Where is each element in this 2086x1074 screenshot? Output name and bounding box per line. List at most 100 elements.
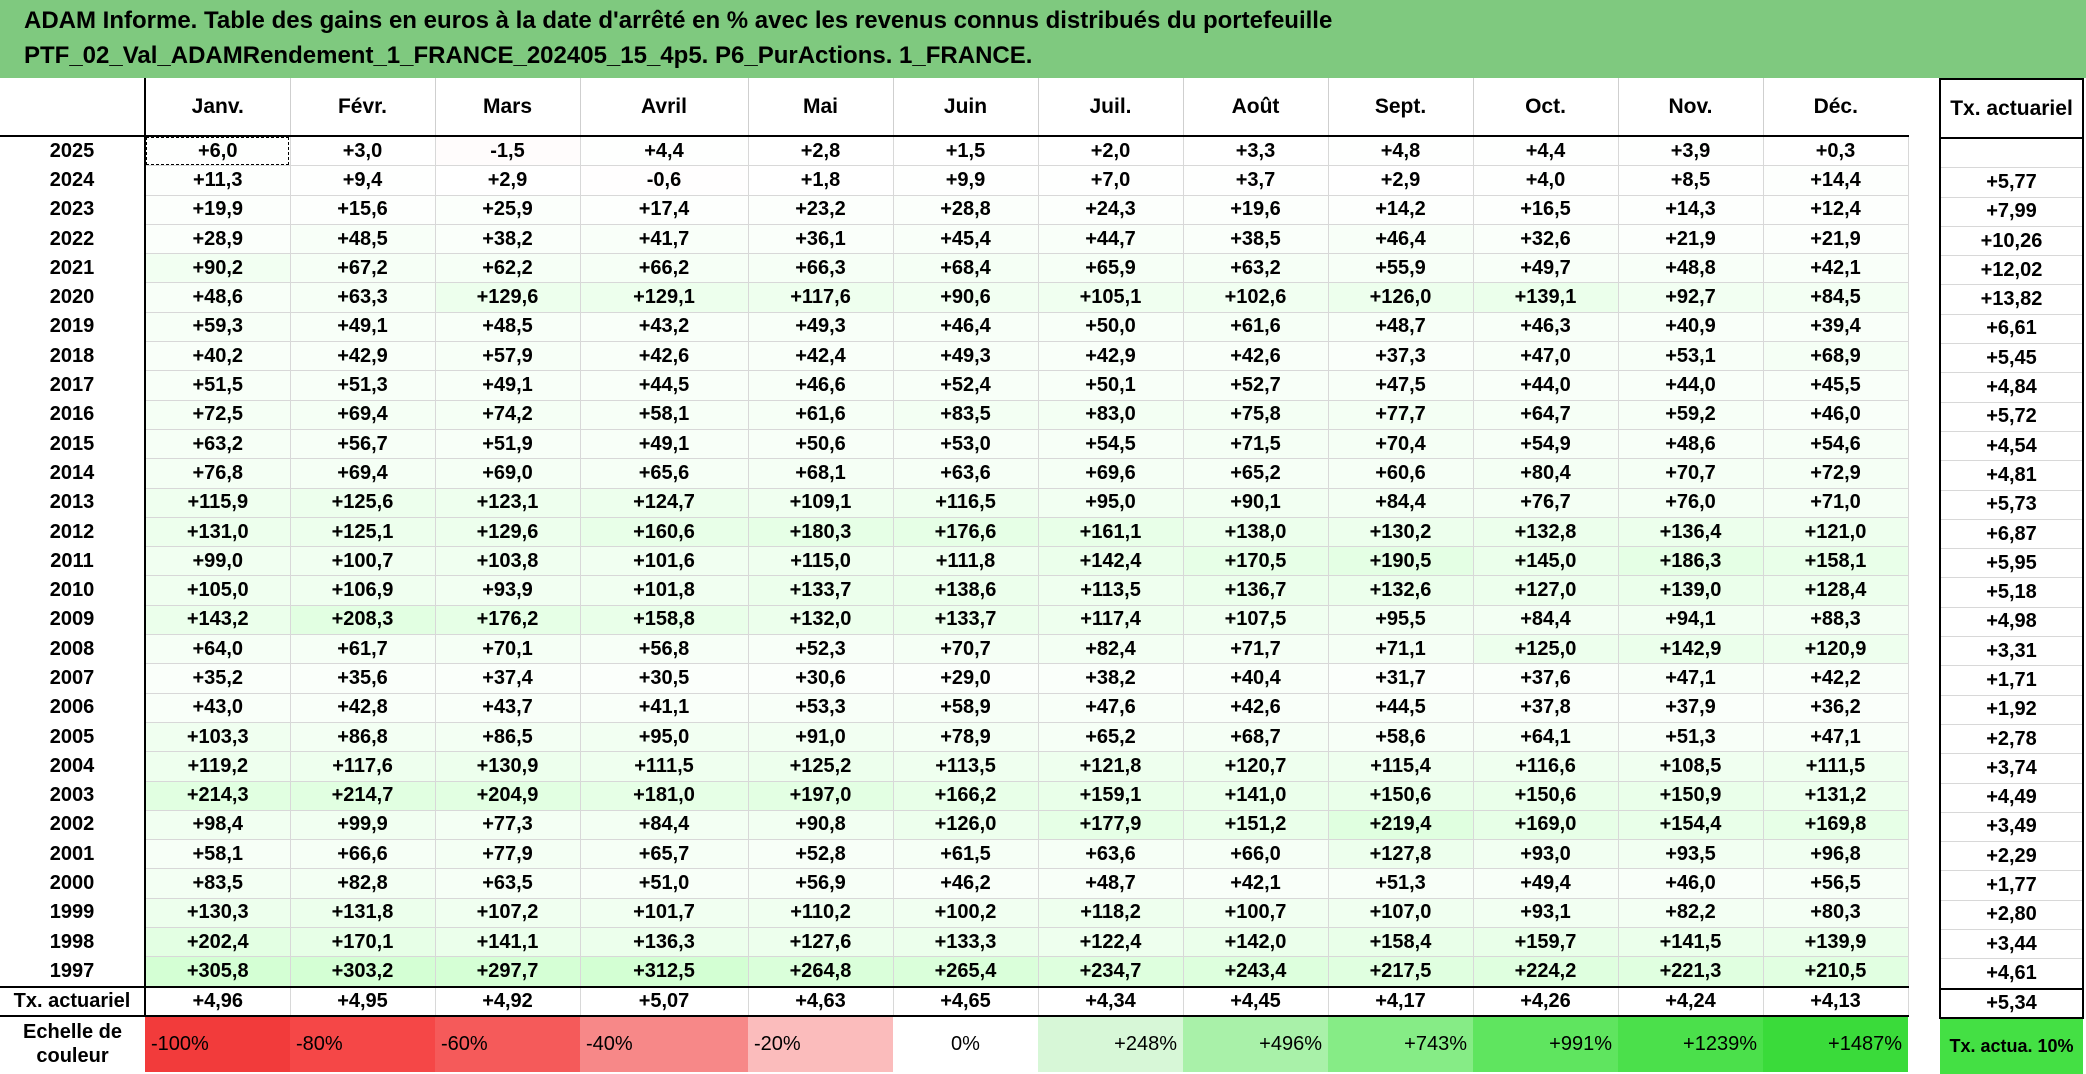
gain-cell: +58,1 — [580, 400, 749, 430]
gain-cell: +83,0 — [1038, 400, 1184, 430]
gain-cell: +142,9 — [1618, 634, 1764, 665]
gain-cell: +14,4 — [1763, 165, 1909, 196]
month-header-12: Déc. — [1762, 78, 1908, 137]
gain-cell: +105,0 — [145, 575, 291, 606]
actuarial-rate-row: +4,98 — [1939, 607, 2084, 638]
gain-cell: +159,7 — [1473, 927, 1619, 958]
color-scale-swatch: +496% — [1183, 1015, 1328, 1072]
gain-cell: +53,1 — [1618, 341, 1764, 372]
gain-cell: +2,9 — [1328, 165, 1474, 196]
gain-cell: +113,5 — [1038, 575, 1184, 606]
actuarial-rate-cell: +1,71 — [1939, 665, 2084, 696]
actuarial-rate-cell: +4,84 — [1939, 372, 2084, 403]
actuarial-rate-label: Tx. actuariel — [0, 985, 146, 1017]
gain-cell: +77,3 — [435, 810, 581, 841]
gain-cell: +57,9 — [435, 341, 581, 372]
color-scale-swatch: -100% — [145, 1015, 290, 1072]
gain-cell: +132,0 — [748, 605, 894, 636]
gain-cell: +102,6 — [1183, 282, 1329, 313]
actuarial-rate-cell: +5,95 — [1939, 548, 2084, 579]
gain-cell: +208,3 — [290, 605, 436, 636]
gain-cell: +64,1 — [1473, 722, 1619, 753]
actuarial-rate-cell: +12,02 — [1939, 255, 2084, 286]
gain-cell: +46,4 — [893, 312, 1039, 343]
gain-cell: +176,6 — [893, 517, 1039, 548]
actuarial-rate-row: +12,02 — [1939, 255, 2084, 286]
gain-cell: +42,1 — [1183, 868, 1329, 899]
overall-actuarial-rate-row: +5,34 — [1939, 987, 2084, 1019]
monthly-actuarial-rate: +4,45 — [1183, 985, 1329, 1017]
gain-cell: +40,2 — [145, 341, 291, 372]
gain-cell: +44,5 — [1328, 693, 1474, 723]
gain-cell: +312,5 — [580, 956, 749, 988]
year-label: 2022 — [0, 224, 146, 254]
actuarial-rate-row: +3,44 — [1939, 929, 2084, 960]
gain-cell: +117,6 — [748, 282, 894, 313]
gain-cell: +111,5 — [580, 751, 749, 782]
gain-cell: +128,4 — [1763, 575, 1909, 606]
gain-cell: +42,6 — [1183, 341, 1329, 372]
gain-cell: +83,5 — [893, 400, 1039, 430]
gain-cell: +141,5 — [1618, 927, 1764, 958]
actuarial-rate-row: +5,73 — [1939, 490, 2084, 520]
color-scale-swatch: -60% — [435, 1015, 580, 1072]
actuarial-rate-row: +3,49 — [1939, 812, 2084, 843]
gain-cell: +46,0 — [1618, 868, 1764, 899]
gain-cell: +82,2 — [1618, 898, 1764, 929]
gain-cell: +93,5 — [1618, 839, 1764, 870]
gain-cell: +176,2 — [435, 605, 581, 636]
actuarial-rate-cell: +1,77 — [1939, 870, 2084, 901]
gain-cell: +14,3 — [1618, 195, 1764, 225]
gain-cell: +169,0 — [1473, 810, 1619, 841]
gain-cell: +2,0 — [1038, 136, 1184, 167]
gain-cell: +63,6 — [1038, 839, 1184, 870]
actuarial-rate-cell: +5,77 — [1939, 167, 2084, 198]
gain-cell: +145,0 — [1473, 546, 1619, 577]
gain-cell: +67,2 — [290, 253, 436, 284]
gain-cell: +113,5 — [893, 751, 1039, 782]
gain-cell: +45,4 — [893, 224, 1039, 255]
gain-cell: +84,4 — [1473, 605, 1619, 636]
gain-cell: +93,9 — [435, 575, 581, 606]
actuarial-rate-cell — [1939, 138, 2084, 169]
gain-cell: +46,2 — [893, 868, 1039, 899]
actuarial-rate-row: +5,18 — [1939, 577, 2084, 608]
gain-cell: +50,1 — [1038, 370, 1184, 401]
actuarial-rate-column: Tx. actuariel +5,77 +7,99 +10,26 +12,02 +13,… — [1939, 78, 2084, 1074]
actuarial-rate-cell: +13,82 — [1939, 284, 2084, 315]
gain-cell: +158,4 — [1328, 927, 1474, 958]
monthly-actuarial-rate: +4,65 — [893, 985, 1039, 1017]
table-row: 2019 +59,3 +49,1 +48,5 +43,2 +49,3 +46,4 +50,0 +… — [0, 312, 1909, 343]
gain-cell: +150,6 — [1473, 781, 1619, 811]
gain-cell: +90,6 — [893, 282, 1039, 313]
table-row: 2016 +72,5 +69,4 +74,2 +58,1 +61,6 +83,5 +83,0 +… — [0, 400, 1909, 430]
actuarial-rate-row: +2,29 — [1939, 841, 2084, 872]
gain-cell: +124,7 — [580, 488, 749, 518]
table-row: 2025 +6,0 +3,0 -1,5 +4,4 +2,8 +1,5 +2,0 +3,3 +4,8… — [0, 136, 1909, 167]
actuarial-rate-row: +4,49 — [1939, 783, 2084, 813]
gain-cell: +214,3 — [145, 781, 291, 811]
gain-cell: +139,1 — [1473, 282, 1619, 313]
gain-cell: +108,5 — [1618, 751, 1764, 782]
gain-cell: +103,3 — [145, 722, 291, 753]
table-row: 2013 +115,9 +125,6 +123,1 +124,7 +109,1 +116,5… — [0, 488, 1909, 518]
year-label: 1999 — [0, 898, 146, 928]
gain-cell: +38,2 — [435, 224, 581, 255]
gain-cell: +44,5 — [580, 370, 749, 401]
year-label: 2017 — [0, 370, 146, 401]
gain-cell: +28,9 — [145, 224, 291, 255]
gain-cell: +66,0 — [1183, 839, 1329, 870]
color-scale-swatch: -20% — [748, 1015, 893, 1072]
gain-cell: +42,9 — [1038, 341, 1184, 372]
monthly-actuarial-rate: +4,95 — [290, 985, 436, 1017]
gain-cell: +129,6 — [435, 282, 581, 313]
gain-cell: +56,9 — [748, 868, 894, 899]
gain-cell: +28,8 — [893, 195, 1039, 225]
gain-cell: +133,3 — [893, 927, 1039, 958]
gain-cell: +93,0 — [1473, 839, 1619, 870]
table-row: 2020 +48,6 +63,3 +129,6 +129,1 +117,6 +90,6 +10… — [0, 282, 1909, 313]
month-header-4: Avril — [579, 78, 748, 137]
year-label: 2013 — [0, 488, 146, 518]
monthly-actuarial-rate: +4,96 — [145, 985, 291, 1017]
gain-cell: +48,6 — [1618, 429, 1764, 460]
